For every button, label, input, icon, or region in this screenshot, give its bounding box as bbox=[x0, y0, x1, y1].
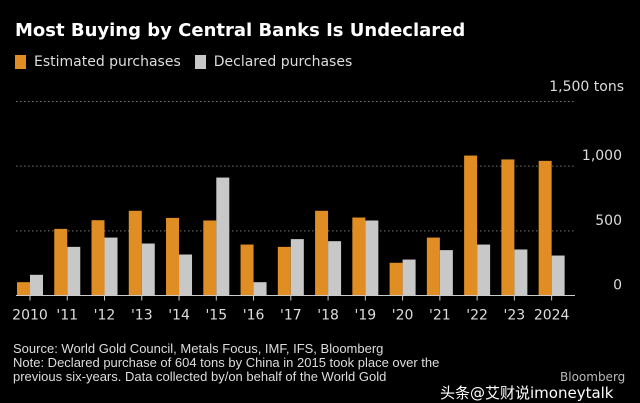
bar-declared bbox=[216, 177, 230, 296]
x-tick-label: '14 bbox=[168, 308, 190, 324]
legend-label-declared: Declared purchases bbox=[213, 54, 353, 70]
bar-declared bbox=[402, 259, 416, 296]
bar-declared bbox=[365, 220, 379, 296]
bar-estimated bbox=[501, 159, 515, 296]
x-tick-label: '15 bbox=[205, 308, 227, 324]
y-tick-label: 1,000 bbox=[582, 148, 622, 164]
legend-label-estimated: Estimated purchases bbox=[34, 54, 181, 70]
bloomberg-logo: Bloomberg bbox=[560, 370, 626, 384]
x-tick-label: 2024 bbox=[534, 308, 570, 324]
footnote-line-2: previous six-years. Data collected by/on… bbox=[13, 369, 387, 384]
legend-swatch-estimated bbox=[15, 55, 26, 69]
x-tick-label: 2010 bbox=[12, 308, 48, 324]
x-tick-label: '13 bbox=[131, 308, 153, 324]
bar-estimated bbox=[315, 210, 329, 296]
bar-estimated bbox=[538, 160, 552, 296]
x-tick-label: '21 bbox=[429, 308, 451, 324]
bar-estimated bbox=[128, 210, 142, 296]
bar-estimated bbox=[426, 237, 440, 296]
bar-declared bbox=[141, 243, 155, 296]
bar-declared bbox=[104, 237, 118, 296]
bar-estimated bbox=[166, 217, 180, 296]
bar-estimated bbox=[240, 244, 254, 296]
bar-estimated bbox=[91, 220, 105, 296]
bar-estimated bbox=[277, 246, 291, 296]
bar-declared bbox=[179, 254, 193, 296]
bar-estimated bbox=[203, 220, 217, 296]
bar-declared bbox=[290, 239, 304, 296]
bar-declared bbox=[253, 282, 267, 296]
x-tick-label: '18 bbox=[317, 308, 339, 324]
legend: Estimated purchases Declared purchases bbox=[15, 54, 352, 70]
chart-title: Most Buying by Central Banks Is Undeclar… bbox=[15, 20, 466, 41]
y-tick-label: 0 bbox=[613, 278, 622, 294]
x-tick-label: '11 bbox=[56, 308, 78, 324]
bar-declared bbox=[67, 246, 81, 296]
bar-estimated bbox=[352, 217, 366, 296]
x-tick-label: '16 bbox=[243, 308, 265, 324]
x-tick-label: '17 bbox=[280, 308, 302, 324]
x-tick-label: '12 bbox=[94, 308, 116, 324]
bar-declared bbox=[30, 274, 43, 296]
bar-declared bbox=[477, 244, 491, 296]
bar-estimated bbox=[17, 282, 30, 296]
footnote-line-1: Note: Declared purchase of 604 tons by C… bbox=[13, 355, 440, 370]
plot-area: 0 500 1,000 2010 '11 '12 '13 '14 '15 '16 '17 '18 '19… bbox=[12, 101, 622, 324]
x-tick-label: '22 bbox=[466, 308, 488, 324]
y-axis-unit-label: 1,500 tons bbox=[549, 79, 624, 95]
bar-declared bbox=[551, 255, 565, 296]
bar-estimated bbox=[464, 155, 478, 296]
source-note: Source: World Gold Council, Metals Focus… bbox=[13, 341, 384, 356]
bar-declared bbox=[439, 250, 453, 296]
legend-swatch-declared bbox=[194, 55, 206, 69]
x-tick-label: '19 bbox=[355, 308, 377, 324]
bar-estimated bbox=[389, 262, 403, 296]
y-tick-label: 500 bbox=[595, 213, 622, 229]
bar-declared bbox=[514, 249, 528, 296]
watermark: 头条@艾财说imoneytalk bbox=[440, 384, 614, 402]
bar-estimated bbox=[54, 228, 68, 296]
x-tick-label: '23 bbox=[504, 308, 526, 324]
bar-declared bbox=[328, 241, 342, 296]
x-tick-label: '20 bbox=[392, 308, 414, 324]
